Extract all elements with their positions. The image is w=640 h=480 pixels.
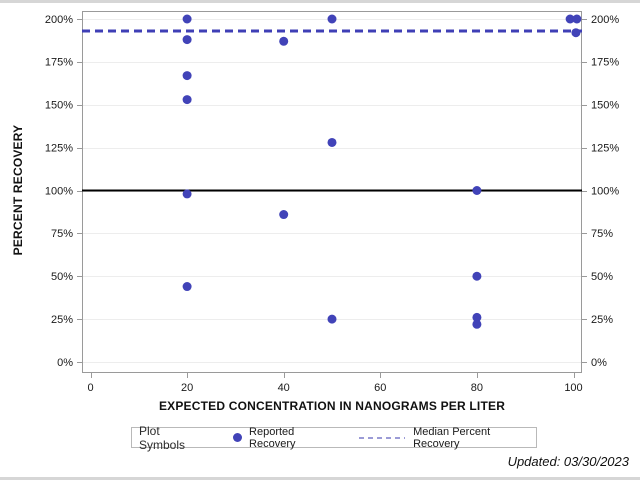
y-tick-label-right: 75% [591,228,613,240]
y-tick-label-left: 175% [45,57,73,69]
y-tick-label-left: 100% [45,185,73,197]
data-point [472,312,482,322]
y-axis-title: PERCENT RECOVERY [11,124,25,256]
data-point [571,28,581,38]
y-tick-label-left: 200% [45,14,73,26]
x-tick-label: 40 [278,382,290,394]
y-tick-label-right: 25% [591,314,613,326]
reported-recovery-marker-icon [233,433,243,442]
median-line-sample-icon [359,436,406,439]
data-point [182,35,192,45]
x-tick-label: 0 [87,382,93,394]
y-tick-label-left: 125% [45,142,73,154]
data-point [182,71,192,81]
data-point [182,282,192,292]
legend-entry-median-recovery: Median Percent Recovery [413,425,491,450]
data-point [182,95,192,105]
legend-title: Plot Symbols [139,423,186,452]
y-tick-label-right: 150% [591,100,619,112]
legend: Plot Symbols Reported Recovery Median Pe… [131,424,537,452]
legend-entry-reported-recovery: Reported Recovery [249,425,296,450]
x-tick-label: 20 [181,382,193,394]
y-tick-label-right: 100% [591,185,619,197]
y-tick-label-right: 50% [591,271,613,283]
data-point [472,186,482,195]
data-point [472,319,482,329]
y-tick-label-right: 0% [591,357,607,369]
data-point [279,210,289,220]
y-tick-label-left: 25% [51,314,73,326]
data-point [565,14,575,24]
x-tick-label: 80 [471,382,483,394]
data-point [572,14,582,24]
y-tick-label-right: 175% [591,57,619,69]
y-tick-label-right: 200% [591,14,619,26]
data-point [182,14,192,24]
data-point [472,271,482,281]
data-point [327,14,337,24]
x-tick-label: 60 [374,382,386,394]
plot-border [82,11,582,373]
updated-note: Updated: 03/30/2023 [507,454,629,469]
y-tick-label-left: 75% [51,228,73,240]
data-point [279,36,289,46]
window-edge-bottom [0,477,640,480]
x-axis-title: EXPECTED CONCENTRATION IN NANOGRAMS PER … [158,399,506,413]
y-tick-label-left: 50% [51,271,73,283]
x-tick-label: 100 [564,382,582,394]
y-tick-label-left: 0% [57,357,73,369]
y-tick-label-left: 150% [45,100,73,112]
window-edge-top [0,0,640,3]
data-point [182,189,192,199]
y-tick-label-right: 125% [591,142,619,154]
data-point [327,137,337,147]
data-point [327,314,337,324]
